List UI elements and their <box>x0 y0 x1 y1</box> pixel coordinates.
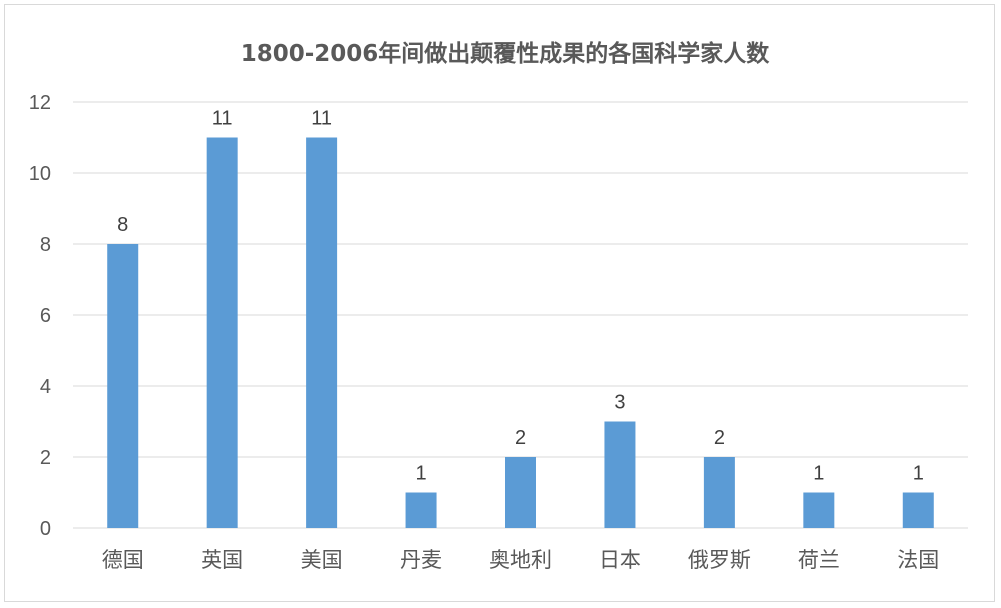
chart-frame: 1800-2006年间做出颠覆性成果的各国科学家人数 0 2 4 6 8 10 12 8 11… <box>4 4 995 602</box>
data-label: 3 <box>614 392 625 414</box>
data-label: 11 <box>311 108 332 130</box>
bar <box>902 492 934 528</box>
data-label: 8 <box>117 214 128 236</box>
bar <box>405 492 437 528</box>
bar <box>604 421 636 528</box>
chart-title: 1800-2006年间做出颠覆性成果的各国科学家人数 <box>241 40 771 67</box>
data-label: 1 <box>813 463 824 485</box>
bar <box>505 457 536 528</box>
x-category-label: 美国 <box>301 548 343 572</box>
x-axis-category-labels: 德国 英国 美国 丹麦 奥地利 日本 俄罗斯 荷兰 法国 <box>102 548 940 572</box>
y-tick-label: 2 <box>40 447 51 469</box>
bar <box>703 457 735 528</box>
y-tick-label: 12 <box>29 92 51 114</box>
data-label: 1 <box>415 463 426 485</box>
x-category-label: 法国 <box>897 548 939 572</box>
x-category-label: 德国 <box>102 548 144 572</box>
y-tick-label: 0 <box>40 518 51 540</box>
data-label: 2 <box>515 427 526 449</box>
y-tick-label: 4 <box>40 376 51 398</box>
bars <box>107 137 934 528</box>
bar <box>206 137 238 528</box>
data-label: 2 <box>714 427 725 449</box>
x-category-label: 英国 <box>201 548 243 572</box>
y-tick-label: 6 <box>40 305 51 327</box>
y-tick-label: 10 <box>29 163 51 185</box>
data-label: 1 <box>913 463 924 485</box>
y-axis-tick-labels: 0 2 4 6 8 10 12 <box>29 92 51 540</box>
data-label: 11 <box>212 108 233 130</box>
x-category-label: 俄罗斯 <box>688 548 751 572</box>
x-category-label: 荷兰 <box>798 548 840 572</box>
bar <box>107 244 139 528</box>
y-tick-label: 8 <box>40 234 51 256</box>
bar <box>306 137 338 528</box>
x-category-label: 丹麦 <box>400 548 442 572</box>
x-category-label: 日本 <box>599 548 641 572</box>
x-category-label: 奥地利 <box>489 548 552 572</box>
bar <box>803 492 835 528</box>
